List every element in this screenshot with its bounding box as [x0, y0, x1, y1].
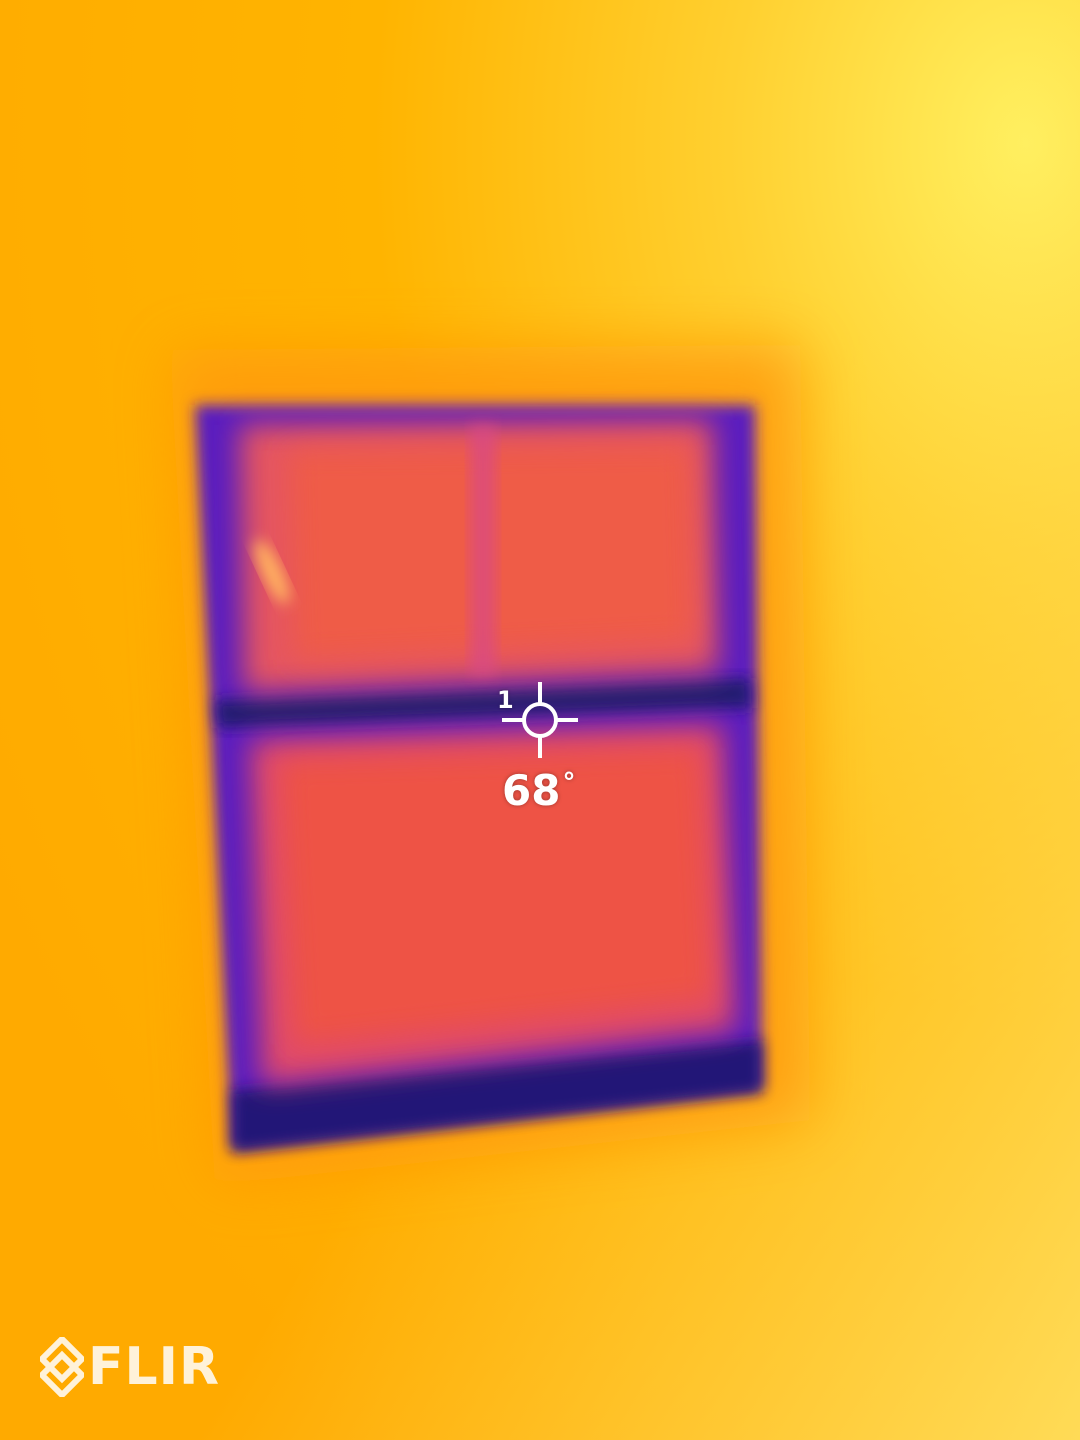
crosshair-icon — [502, 682, 578, 758]
window-meeting-rail — [215, 678, 752, 728]
temperature-value: 68 — [502, 766, 561, 815]
flir-brand-text: FLIR — [88, 1337, 221, 1397]
degree-symbol: ° — [562, 768, 576, 798]
flir-diamond-icon — [40, 1337, 84, 1397]
spot-temperature: 68° — [502, 770, 575, 812]
spot-meter-id: 1 — [497, 686, 514, 714]
flir-logo: FLIR — [40, 1335, 220, 1399]
